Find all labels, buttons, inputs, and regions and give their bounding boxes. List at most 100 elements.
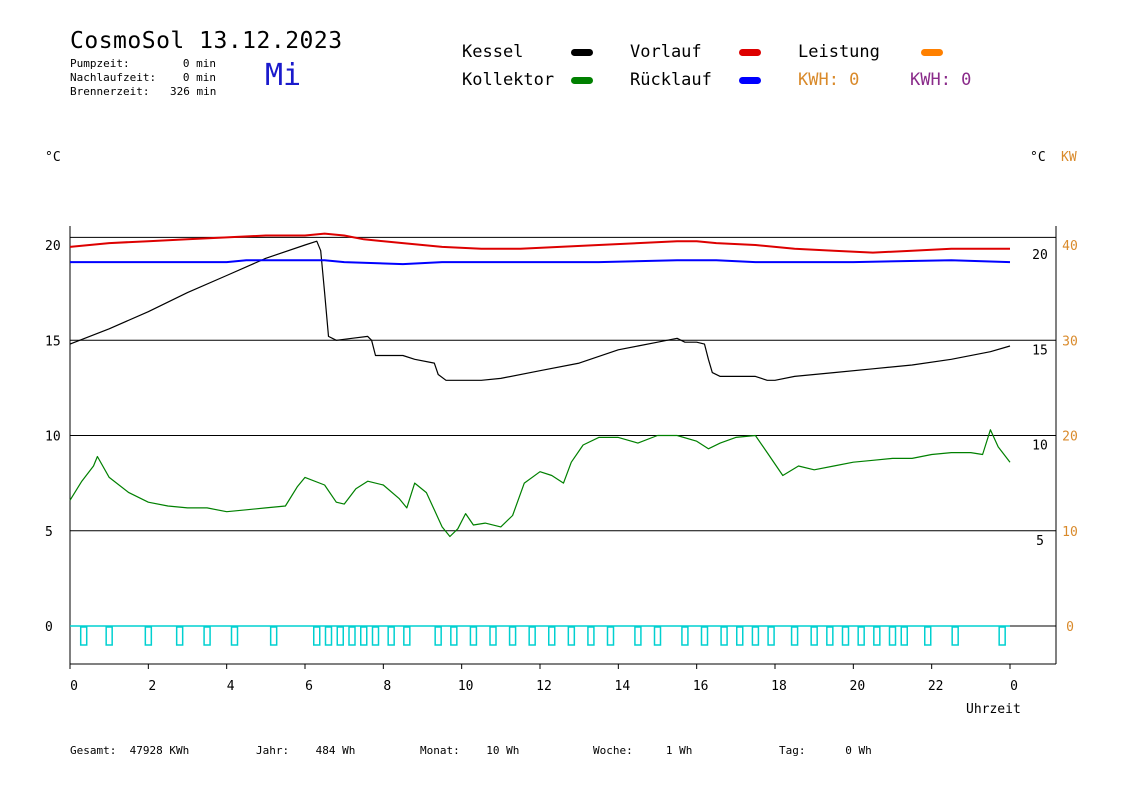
burner-pulse-24 bbox=[606, 626, 615, 646]
series-line-1 bbox=[69, 232, 1010, 254]
burner-pulse-23 bbox=[587, 626, 595, 646]
burner-pulse-14 bbox=[403, 626, 411, 646]
x-tick-label-8: 16 bbox=[693, 679, 709, 694]
burner-pulse-7 bbox=[313, 626, 321, 646]
burner-pulse-35 bbox=[826, 626, 834, 646]
burner-pulse-22 bbox=[567, 626, 576, 646]
burner-pulse-12 bbox=[371, 626, 380, 646]
footer-value: 1 Wh bbox=[665, 744, 693, 757]
legend-ruecklauf-label: Rücklauf bbox=[630, 70, 712, 90]
x-tick-label-3: 6 bbox=[305, 679, 313, 694]
burner-pulse-33 bbox=[790, 626, 799, 646]
stat-label: Brennerzeit: bbox=[70, 85, 150, 98]
burner-pulse-21 bbox=[548, 626, 556, 646]
right-temp-tick-label-5: 5 bbox=[1036, 534, 1044, 549]
burner-pulse-31 bbox=[751, 626, 760, 646]
stat-label: Pumpzeit: bbox=[70, 57, 130, 70]
footer-label: Tag: bbox=[779, 744, 806, 757]
x-tick-label-6: 12 bbox=[536, 679, 552, 694]
legend-leistung-swatch bbox=[921, 49, 943, 56]
burner-pulse-8 bbox=[324, 626, 333, 646]
burner-pulse-2 bbox=[144, 626, 153, 646]
footer-label: Jahr: bbox=[256, 744, 290, 757]
burner-pulse-4 bbox=[203, 626, 211, 646]
left-tick-label-15: 15 bbox=[45, 334, 61, 349]
footer-tag: Tag: 0 Wh bbox=[779, 744, 872, 757]
x-tick-label-4: 8 bbox=[383, 679, 391, 694]
burner-pulse-36 bbox=[841, 626, 850, 646]
series-line-3 bbox=[69, 429, 1011, 538]
burner-pulse-32 bbox=[767, 626, 775, 646]
x-tick-label-12: 0 bbox=[1010, 679, 1018, 694]
x-tick-label-9: 18 bbox=[771, 679, 787, 694]
burner-pulse-10 bbox=[348, 626, 356, 646]
burner-pulse-5 bbox=[230, 626, 239, 646]
stat-value: 326 min bbox=[170, 85, 217, 98]
footer-label: Monat: bbox=[420, 744, 460, 757]
right-power-tick-label-10: 10 bbox=[1062, 525, 1078, 540]
weekday-label: Mi bbox=[265, 58, 302, 93]
right-power-tick-label-0: 0 bbox=[1066, 620, 1074, 635]
burner-pulse-1 bbox=[105, 626, 113, 646]
right-power-tick-label-20: 20 bbox=[1062, 430, 1078, 445]
footer-jahr: Jahr: 484 Wh bbox=[256, 744, 355, 757]
x-tick-label-11: 22 bbox=[928, 679, 944, 694]
burner-pulse-41 bbox=[924, 626, 932, 646]
burner-pulse-18 bbox=[489, 626, 497, 646]
left-axis-unit: °C bbox=[45, 150, 61, 165]
stat-brennerzeit: Brennerzeit: 326 min bbox=[70, 85, 216, 99]
burner-pulse-37 bbox=[857, 626, 865, 646]
burner-pulse-40 bbox=[900, 626, 908, 646]
x-axis-label: Uhrzeit bbox=[966, 702, 1021, 717]
right-power-tick-label-30: 30 bbox=[1062, 334, 1078, 349]
burner-pulse-38 bbox=[873, 626, 881, 646]
legend-kessel-label: Kessel bbox=[462, 42, 524, 62]
footer-value: 10 Wh bbox=[486, 744, 520, 757]
x-tick-label-0: 0 bbox=[70, 679, 78, 694]
footer-woche: Woche: 1 Wh bbox=[593, 744, 692, 757]
x-tick-label-5: 10 bbox=[458, 679, 474, 694]
right-power-tick-label-40: 40 bbox=[1062, 239, 1078, 254]
footer-label: Gesamt: bbox=[70, 744, 117, 757]
right-temp-tick-label-20: 20 bbox=[1032, 248, 1048, 263]
series-line-2 bbox=[70, 259, 1011, 266]
chart-title: CosmoSol 13.12.2023 bbox=[70, 28, 343, 54]
stat-label: Nachlaufzeit: bbox=[70, 71, 157, 84]
right-axis-unit-kw: KW bbox=[1061, 150, 1077, 165]
burner-pulse-20 bbox=[528, 626, 536, 646]
x-tick-label-1: 2 bbox=[148, 679, 156, 694]
legend-kwh-1: KWH: 0 bbox=[798, 70, 860, 90]
burner-pulse-42 bbox=[951, 626, 959, 646]
right-temp-tick-label-15: 15 bbox=[1032, 343, 1048, 358]
x-tick-label-2: 4 bbox=[227, 679, 235, 694]
burner-pulse-0 bbox=[79, 626, 88, 646]
legend-kessel-swatch bbox=[571, 49, 593, 56]
burner-pulse-16 bbox=[450, 626, 458, 646]
legend-vorlauf-label: Vorlauf bbox=[630, 42, 702, 62]
burner-pulse-28 bbox=[700, 626, 709, 646]
legend-kollektor-swatch bbox=[571, 77, 593, 84]
burner-pulse-13 bbox=[387, 626, 395, 646]
burner-pulse-17 bbox=[469, 626, 478, 646]
burner-pulse-26 bbox=[653, 626, 662, 646]
burner-pulse-25 bbox=[634, 626, 642, 646]
stat-pumpzeit: Pumpzeit: 0 min bbox=[70, 57, 216, 71]
right-temp-tick-label-10: 10 bbox=[1032, 439, 1048, 454]
burner-pulse-34 bbox=[810, 626, 818, 646]
footer-label: Woche: bbox=[593, 744, 633, 757]
series-line-0 bbox=[69, 240, 1011, 381]
footer-monat: Monat: 10 Wh bbox=[420, 744, 519, 757]
left-tick-label-5: 5 bbox=[45, 525, 53, 540]
left-tick-label-0: 0 bbox=[45, 620, 53, 635]
legend-vorlauf-swatch bbox=[739, 49, 761, 56]
legend-ruecklauf-swatch bbox=[739, 77, 761, 84]
stat-nachlaufzeit: Nachlaufzeit: 0 min bbox=[70, 71, 216, 85]
legend-kollektor-label: Kollektor bbox=[462, 70, 555, 90]
footer-value: 47928 KWh bbox=[129, 744, 190, 757]
burner-pulse-9 bbox=[336, 626, 344, 646]
burner-pulse-6 bbox=[269, 626, 278, 646]
footer-value: 0 Wh bbox=[845, 744, 872, 757]
burner-pulse-29 bbox=[720, 626, 728, 646]
legend-kwh-2: KWH: 0 bbox=[910, 70, 972, 90]
